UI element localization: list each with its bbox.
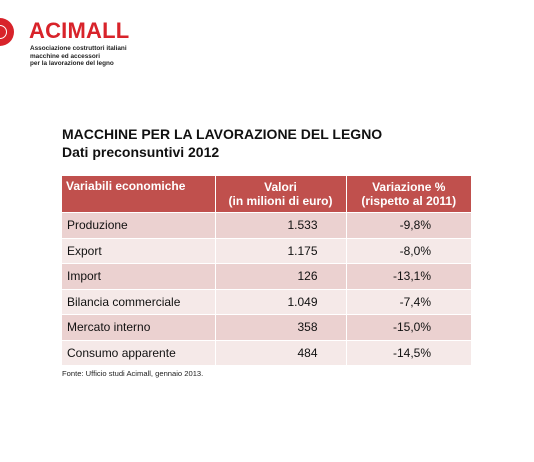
row-label: Consumo apparente	[62, 339, 216, 365]
acimall-logo-icon	[0, 18, 14, 46]
header-change-line1: Variazione %	[372, 180, 446, 194]
row-value: 1.533	[215, 212, 347, 238]
row-change: -14,5%	[346, 339, 471, 365]
header-values-line2: (in milioni di euro)	[228, 194, 333, 208]
header-variables: Variabili economiche	[62, 176, 216, 213]
row-value: 1.175	[215, 237, 347, 264]
logo-tagline: Associazione costruttori italiani macchi…	[30, 45, 127, 68]
header-change-line2: (rispetto al 2011)	[361, 194, 457, 208]
logo-tagline-line: per la lavorazione del legno	[30, 60, 114, 68]
table-row: Bilancia commerciale 1.049 -7,4%	[62, 288, 471, 315]
row-change: -8,0%	[346, 237, 471, 264]
row-label: Produzione	[62, 212, 216, 238]
header-change: Variazione % (rispetto al 2011)	[346, 176, 471, 213]
row-label: Mercato interno	[62, 314, 216, 340]
row-change: -9,8%	[346, 212, 471, 238]
logo-tagline-line: macchine ed accessori	[30, 52, 100, 60]
table-row: Mercato interno 358 -15,0%	[62, 314, 471, 340]
page-subtitle: Dati preconsuntivi 2012	[62, 144, 220, 160]
row-value: 358	[215, 314, 347, 340]
logo-name: ACIMALL	[29, 18, 130, 43]
page-title: MACCHINE PER LA LAVORAZIONE DEL LEGNO	[62, 126, 383, 142]
logo-tagline-line: Associazione costruttori italiani	[30, 45, 127, 52]
table-row: Import 126 -13,1%	[62, 263, 471, 289]
source-note: Fonte: Ufficio studi Acimall, gennaio 20…	[62, 369, 204, 378]
table-row: Produzione 1.533 -9,8%	[62, 212, 471, 238]
row-change: -7,4%	[346, 288, 471, 315]
row-value: 484	[215, 339, 347, 365]
header-values: Valori (in milioni di euro)	[215, 176, 347, 213]
row-label: Import	[62, 263, 216, 289]
economic-data-table: Variabili economiche Valori (in milioni …	[62, 176, 471, 365]
table-row: Export 1.175 -8,0%	[62, 237, 471, 264]
row-label: Bilancia commerciale	[62, 288, 216, 315]
table-header-row: Variabili economiche Valori (in milioni …	[62, 176, 471, 213]
row-change: -13,1%	[346, 263, 471, 289]
row-change: -15,0%	[346, 314, 471, 340]
row-label: Export	[62, 237, 216, 264]
header-values-line1: Valori	[264, 180, 297, 194]
table-row: Consumo apparente 484 -14,5%	[62, 339, 471, 365]
row-value: 126	[215, 263, 347, 289]
row-value: 1.049	[215, 288, 347, 315]
